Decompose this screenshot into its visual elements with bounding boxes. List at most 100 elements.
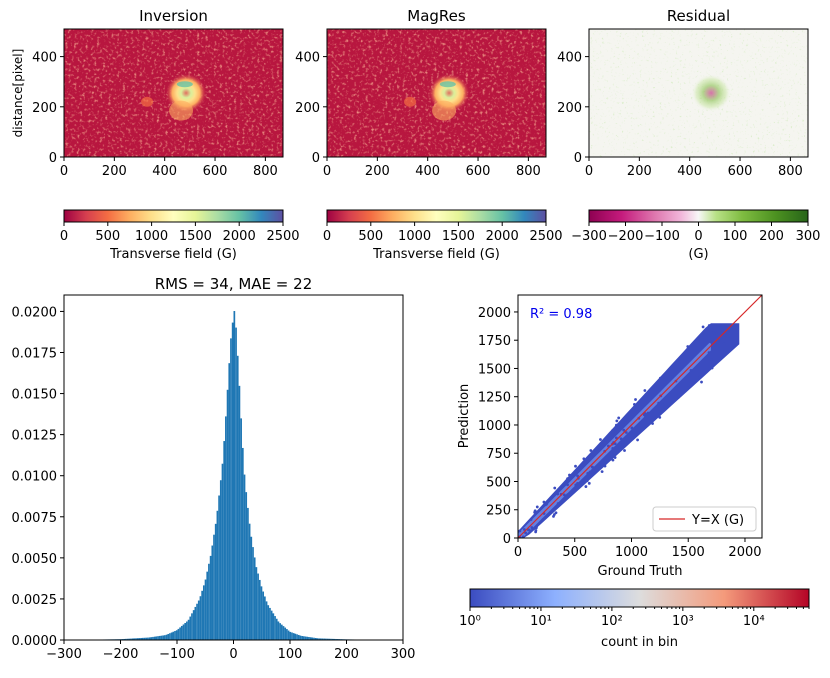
- scatter-point: [591, 472, 594, 475]
- scatter-point: [575, 470, 578, 473]
- histogram-bar: [261, 586, 263, 640]
- scatter-point: [582, 457, 585, 460]
- x-tick-label: 0: [585, 164, 593, 179]
- colorbar-tick-label: 0: [694, 229, 702, 244]
- histogram-bar: [266, 601, 268, 640]
- scatter-point: [534, 529, 537, 532]
- y-tick-label: 0.0125: [12, 429, 58, 444]
- histogram-bar: [305, 637, 307, 640]
- scatter-point: [563, 494, 566, 497]
- histogram-bar: [225, 416, 227, 640]
- colorbar-label: (G): [688, 247, 708, 262]
- scatter-point: [584, 485, 587, 488]
- scatter-point: [708, 324, 711, 327]
- histogram-bar: [284, 628, 286, 640]
- scatter-point: [663, 383, 666, 386]
- histogram-bar: [215, 524, 217, 640]
- scatter-point: [556, 493, 559, 496]
- scatter-point: [678, 361, 681, 364]
- histogram-bar: [206, 572, 208, 640]
- scatter-point: [678, 369, 681, 372]
- y-tick-label: 250: [486, 504, 511, 519]
- histogram-bar: [289, 632, 291, 640]
- scatter-point: [624, 421, 627, 424]
- histogram-bar: [274, 616, 276, 640]
- histogram-bar: [184, 623, 186, 640]
- histogram-bar: [252, 547, 254, 640]
- scatter-point: [614, 456, 617, 459]
- histogram-bar: [281, 625, 283, 640]
- y-tick-label: 0.0175: [12, 347, 58, 362]
- scatter-point: [658, 416, 661, 419]
- scatter-point: [599, 438, 602, 441]
- scatter-point: [614, 430, 617, 433]
- scatter-point: [536, 506, 539, 509]
- histogram-bar: [256, 567, 258, 640]
- histogram-bar: [196, 604, 198, 640]
- histogram-bar: [272, 613, 274, 640]
- scatter-point: [709, 341, 712, 344]
- histogram-bar: [191, 613, 193, 640]
- colorbar-tick-label: 2500: [529, 229, 562, 244]
- scatter-point: [615, 424, 618, 427]
- identity-line: [518, 295, 762, 538]
- colorbar-tick-label: 10³: [672, 614, 694, 629]
- colorbar-tick-label: 10⁰: [459, 614, 481, 629]
- y-tick-label: 0.0150: [12, 388, 58, 403]
- scatter-point: [591, 466, 594, 469]
- histogram-bar: [183, 624, 185, 640]
- scatter-point: [710, 358, 713, 361]
- histogram-bar: [208, 564, 210, 640]
- histogram-bar: [172, 632, 174, 640]
- histogram-bar: [195, 607, 197, 640]
- histogram-bar: [267, 605, 269, 640]
- histogram-bar: [181, 626, 183, 640]
- scatter-point: [719, 324, 722, 327]
- y-tick-label: 2000: [478, 306, 511, 321]
- colorbar: [470, 589, 809, 607]
- scatter-point: [589, 449, 592, 452]
- x-tick-label: 0: [60, 164, 68, 179]
- colorbar-tick-label: 0: [323, 229, 331, 244]
- histogram-bar: [264, 596, 266, 640]
- x-tick-label: 200: [334, 647, 359, 662]
- panel-title: MagRes: [407, 7, 466, 25]
- histogram-bar: [164, 635, 166, 640]
- scatter-point: [567, 479, 570, 482]
- x-tick-label: 600: [466, 164, 491, 179]
- histogram-bar: [228, 363, 230, 640]
- scatter-point: [611, 447, 614, 450]
- scatter-point: [576, 482, 579, 485]
- scatter-point: [677, 396, 680, 399]
- scatter-point: [604, 460, 607, 463]
- scatter-point: [566, 493, 569, 496]
- colorbar-label: Transverse field (G): [372, 247, 500, 262]
- colorbar-tick-label: 1500: [179, 229, 212, 244]
- histogram-bar: [242, 448, 244, 640]
- sunspot-region: [691, 74, 731, 112]
- histogram-bar: [157, 636, 159, 640]
- y-tick-label: 200: [295, 101, 320, 116]
- histogram-bar: [218, 496, 220, 640]
- colorbar-tick-label: 10¹: [530, 614, 552, 629]
- plage-region: [169, 101, 193, 121]
- scatter-point: [574, 465, 577, 468]
- histogram-bar: [250, 537, 252, 640]
- histogram-bar: [156, 636, 158, 640]
- y-tick-label: 0: [312, 151, 320, 166]
- scatter-point: [634, 398, 637, 401]
- sunspot-core: [177, 81, 193, 87]
- colorbar-tick-label: −200: [608, 229, 644, 244]
- histogram-bar: [171, 632, 173, 640]
- scatter-point: [657, 402, 660, 405]
- histogram-bar: [227, 390, 229, 640]
- y-tick-label: 200: [557, 101, 582, 116]
- histogram-bar: [254, 557, 256, 640]
- scatter-point: [686, 345, 689, 348]
- sunspot-core: [440, 81, 456, 87]
- histogram-bar: [174, 631, 176, 640]
- histogram-bar: [220, 480, 222, 640]
- scatter-point: [566, 483, 569, 486]
